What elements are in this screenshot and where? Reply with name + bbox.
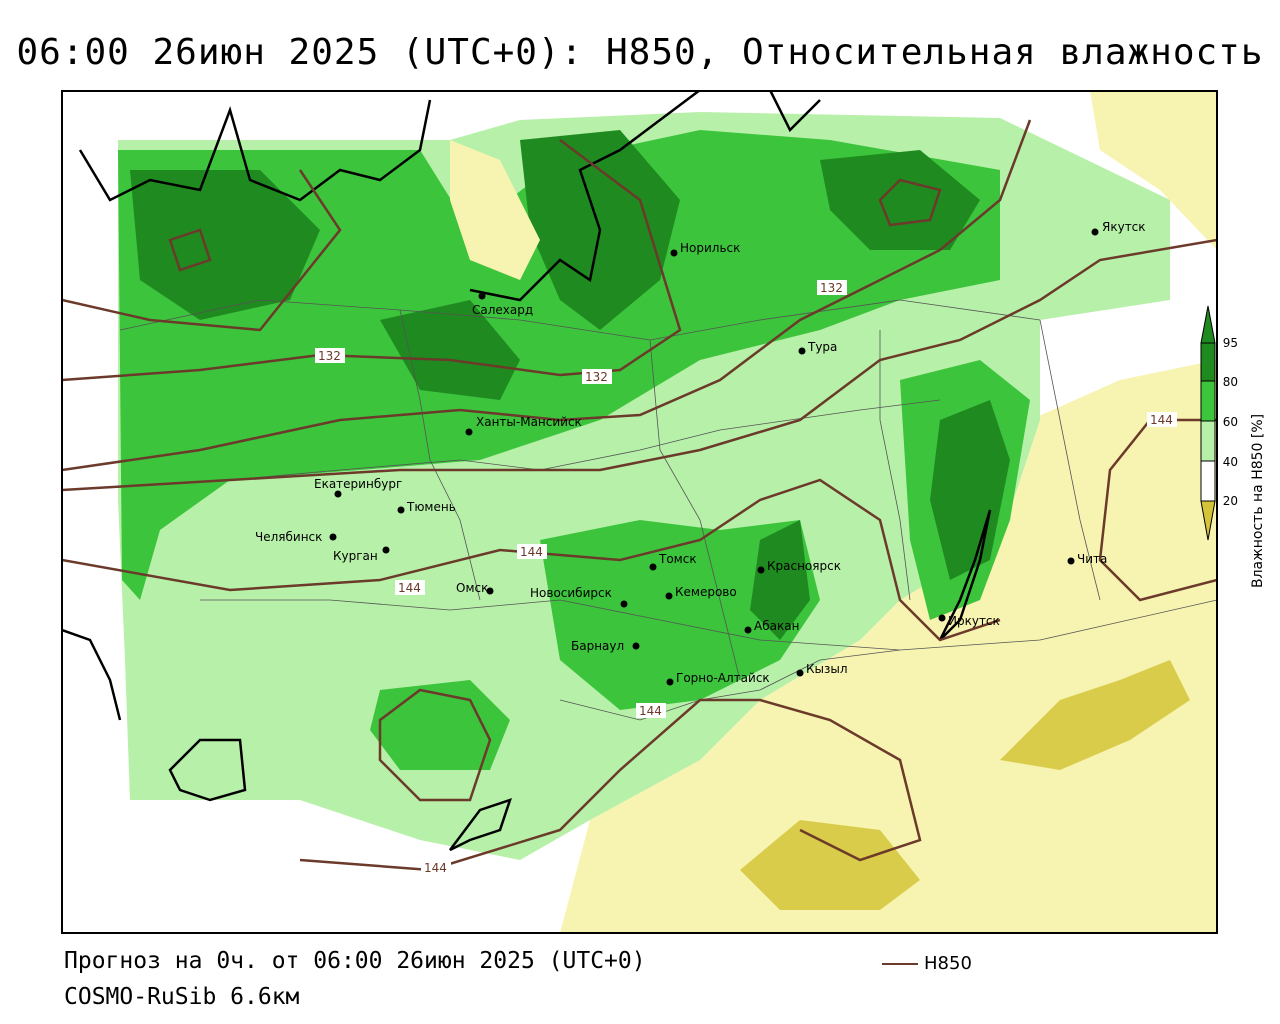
- city-marker: Челябинск: [255, 530, 337, 544]
- colorbar-tick: 60: [1223, 415, 1238, 429]
- forecast-info: Прогноз на 0ч. от 06:00 26июн 2025 (UTC+…: [64, 948, 646, 974]
- svg-text:Томск: Томск: [658, 552, 697, 566]
- svg-text:Курган: Курган: [333, 549, 378, 563]
- svg-text:Салехард: Салехард: [472, 303, 533, 317]
- contour-label: 132: [820, 281, 843, 295]
- saturated-core-3: [820, 150, 980, 250]
- contour-label: 144: [398, 581, 421, 595]
- svg-text:Иркутск: Иркутск: [948, 614, 1000, 628]
- contour-label: 144: [424, 861, 447, 875]
- contour-legend-line: [882, 963, 918, 965]
- city-marker: Кызыл: [796, 662, 848, 677]
- city-marker: Чита: [1067, 552, 1107, 566]
- city-marker: Томск: [649, 552, 697, 571]
- svg-text:Барнаул: Барнаул: [571, 639, 624, 653]
- contour-legend-label: H850: [924, 953, 972, 974]
- city-marker: Горно-Алтайск: [666, 671, 770, 686]
- city-marker: Красноярск: [757, 559, 841, 574]
- city-marker: Норильск: [670, 241, 740, 257]
- city-marker: Кемерово: [665, 585, 737, 600]
- svg-text:Новосибирск: Новосибирск: [530, 586, 612, 600]
- contour-labels: 132 132 132 144 144 144 144 144: [315, 280, 1177, 875]
- humid-region: [118, 130, 1000, 600]
- svg-text:Норильск: Норильск: [680, 241, 740, 255]
- city-marker: Курган: [333, 546, 390, 563]
- saturated-core-4: [380, 300, 520, 400]
- contour-label: 144: [1150, 413, 1173, 427]
- svg-text:Красноярск: Красноярск: [767, 559, 841, 573]
- svg-text:Ханты-Мансийск: Ханты-Мансийск: [476, 415, 582, 429]
- very-dry-region-2: [1000, 660, 1190, 770]
- city-marker: Тюмень: [397, 500, 456, 514]
- city-marker: Тура: [798, 340, 837, 355]
- city-marker: Якутск: [1091, 220, 1146, 236]
- contour-label: 144: [520, 545, 543, 559]
- svg-text:Екатеринбург: Екатеринбург: [314, 477, 402, 491]
- saturated-core-6: [750, 520, 810, 640]
- colorbar-tick: 20: [1223, 494, 1238, 508]
- h850-contours: [62, 119, 1217, 872]
- map-frame: [61, 90, 1218, 934]
- svg-text:Челябинск: Челябинск: [255, 530, 322, 544]
- svg-text:Тюмень: Тюмень: [406, 500, 456, 514]
- saturated-core-5: [930, 400, 1010, 580]
- model-name: COSMO-RuSib 6.6км: [64, 984, 300, 1010]
- dry-region-north: [1090, 91, 1217, 250]
- svg-text:Кемерово: Кемерово: [675, 585, 737, 599]
- contour-label: 132: [585, 370, 608, 384]
- humidity-field: [62, 91, 1217, 933]
- svg-text:Якутск: Якутск: [1102, 220, 1146, 234]
- colorbar-80: [1200, 380, 1216, 422]
- colorbar-title: Влажность на H850 [%]: [1250, 414, 1266, 588]
- saturated-core-1: [130, 170, 320, 320]
- svg-text:Тура: Тура: [807, 340, 837, 354]
- contour-label: 144: [639, 704, 662, 718]
- city-marker: Екатеринбург: [314, 477, 402, 498]
- colorbar-tick: 80: [1223, 375, 1238, 389]
- colorbar-95: [1200, 342, 1216, 382]
- city-marker: Ханты-Мансийск: [465, 415, 582, 436]
- dry-region: [560, 360, 1217, 933]
- colorbar-tick: 40: [1223, 455, 1238, 469]
- colorbar-40: [1200, 460, 1216, 502]
- svg-text:Омск: Омск: [456, 581, 488, 595]
- map-title: 06:00 26июн 2025 (UTC+0): H850, Относите…: [16, 32, 1264, 73]
- city-marker: Барнаул: [571, 639, 640, 653]
- humid-region-kemerovo: [540, 520, 820, 710]
- city-marker: Салехард: [472, 292, 533, 317]
- svg-text:Абакан: Абакан: [754, 619, 799, 633]
- city-marker: Абакан: [744, 619, 799, 634]
- city-marker: Омск: [456, 581, 494, 595]
- svg-text:Кызыл: Кызыл: [806, 662, 848, 676]
- colorbar-60: [1200, 420, 1216, 462]
- city-marker: Иркутск: [938, 614, 1000, 628]
- colorbar-bottom-arrow: [1200, 500, 1216, 541]
- city-marker: Новосибирск: [530, 586, 628, 608]
- coastlines: [62, 91, 992, 852]
- svg-text:Чита: Чита: [1077, 552, 1107, 566]
- colorbar: 95 80 60 40 20 Влажность на H850 [%]: [1200, 305, 1266, 588]
- svg-text:Горно-Алтайск: Горно-Алтайск: [676, 671, 770, 685]
- contour-label: 132: [318, 349, 341, 363]
- very-dry-region: [740, 820, 920, 910]
- cities: Якутск Норильск Салехард Тура Ханты-Манс…: [255, 220, 1146, 686]
- dry-streak: [450, 140, 540, 280]
- colorbar-tick: 95: [1223, 336, 1238, 350]
